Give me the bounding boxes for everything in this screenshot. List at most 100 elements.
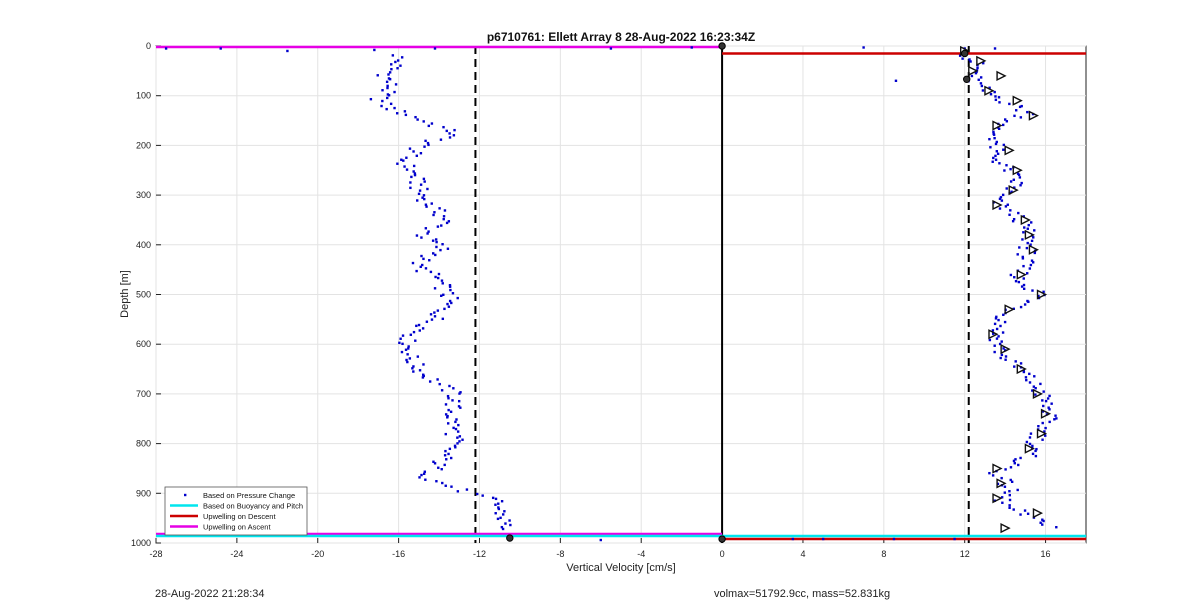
pressure-change-point	[422, 177, 426, 181]
pressure-change-point	[456, 436, 459, 439]
pressure-change-point	[1009, 466, 1013, 469]
pressure-change-point	[438, 382, 441, 386]
pressure-change-point	[997, 96, 1001, 99]
y-tick-label: 200	[136, 140, 151, 150]
pressure-change-point	[995, 327, 999, 331]
footer-timestamp: 28-Aug-2022 21:28:34	[155, 588, 265, 600]
pressure-change-point	[433, 287, 437, 290]
pressure-change-point	[433, 315, 437, 318]
pressure-change-point	[448, 299, 452, 303]
pressure-change-point	[997, 318, 1000, 322]
pressure-change-point	[1026, 272, 1029, 275]
pressure-change-point	[1022, 283, 1026, 287]
pressure-change-point	[436, 309, 440, 312]
pressure-change-point	[456, 296, 459, 300]
pressure-change-point	[442, 215, 446, 218]
x-tick-label: -20	[311, 549, 324, 559]
pressure-change-point	[446, 416, 449, 419]
pressure-change-point	[430, 122, 434, 125]
pressure-change-point	[1016, 253, 1019, 256]
pressure-change-point	[497, 507, 501, 511]
pressure-change-point	[443, 463, 446, 467]
pressure-change-point	[424, 478, 427, 481]
pressure-change-point	[1000, 199, 1004, 202]
buoyancy-pitch-marker	[992, 493, 1003, 504]
buoyancy-pitch-marker	[992, 120, 1003, 131]
pressure-change-point	[1042, 519, 1045, 523]
pressure-change-point	[423, 180, 426, 183]
pressure-change-point	[1028, 436, 1032, 439]
pressure-change-point	[422, 120, 425, 123]
pressure-change-point	[455, 418, 458, 421]
pressure-change-point	[441, 282, 444, 285]
pressure-change-point	[1019, 116, 1023, 119]
pressure-change-point	[433, 211, 436, 214]
buoyancy-pitch-marker	[1040, 408, 1052, 419]
pressure-change-point	[1044, 434, 1047, 437]
pressure-change-point	[1008, 489, 1011, 493]
pressure-change-point	[429, 313, 433, 316]
pressure-change-point	[1017, 173, 1021, 177]
buoyancy-pitch-marker	[1008, 184, 1019, 196]
pressure-change-point	[409, 181, 412, 184]
pressure-change-outlier	[690, 46, 693, 49]
pressure-change-point	[412, 170, 415, 173]
pressure-change-point	[1041, 421, 1044, 425]
pressure-change-point	[961, 57, 964, 60]
pressure-change-point	[1013, 114, 1016, 118]
turnaround-marker	[960, 49, 969, 58]
pressure-change-outlier	[609, 47, 613, 50]
pressure-change-point	[429, 270, 433, 274]
pressure-change-point	[1014, 360, 1017, 363]
pressure-change-outlier	[894, 79, 898, 82]
turnaround-marker	[506, 534, 514, 542]
pressure-change-point	[449, 288, 452, 292]
pressure-change-outlier	[862, 46, 865, 49]
pressure-change-point	[422, 472, 426, 475]
x-tick-label: -4	[637, 549, 645, 559]
pressure-change-point	[993, 344, 996, 347]
pressure-change-point	[436, 276, 440, 280]
buoyancy-pitch-marker	[1000, 344, 1011, 355]
pressure-change-point	[386, 96, 389, 100]
pressure-change-point	[1001, 193, 1005, 197]
pressure-change-point	[423, 197, 426, 201]
pressure-change-point	[1010, 190, 1013, 193]
pressure-change-point	[992, 156, 995, 160]
pressure-change-point	[1030, 221, 1033, 224]
pressure-change-point	[388, 77, 392, 81]
pressure-change-point	[458, 435, 462, 438]
pressure-change-point	[425, 320, 429, 323]
buoyancy-pitch-marker	[1016, 363, 1027, 375]
x-tick-label: 4	[800, 549, 805, 559]
legend-label: Based on Buoyancy and Pitch	[203, 502, 303, 511]
pressure-change-point	[508, 519, 511, 522]
pressure-change-outlier	[164, 47, 168, 50]
pressure-change-point	[444, 449, 447, 453]
pressure-change-point	[1008, 506, 1011, 510]
pressure-change-point	[442, 125, 445, 129]
pressure-change-point	[400, 158, 403, 161]
pressure-change-point	[423, 145, 426, 148]
pressure-change-point	[501, 527, 505, 531]
pressure-change-point	[1026, 110, 1029, 114]
pressure-change-point	[1029, 263, 1033, 267]
pressure-change-point	[1021, 257, 1025, 260]
pressure-change-point	[385, 80, 389, 84]
pressure-change-point	[1027, 223, 1030, 227]
pressure-change-point	[1054, 414, 1057, 417]
pressure-change-point	[399, 337, 402, 340]
y-tick-label: 600	[136, 339, 151, 349]
pressure-change-point	[993, 136, 996, 140]
legend-label: Upwelling on Ascent	[203, 523, 271, 532]
pressure-change-point	[419, 265, 422, 269]
pressure-change-point	[1019, 184, 1022, 187]
pressure-change-point	[395, 112, 399, 115]
pressure-change-point	[418, 476, 421, 479]
pressure-change-point	[1030, 259, 1034, 262]
pressure-change-point	[419, 183, 423, 186]
pressure-change-point	[1000, 340, 1003, 343]
pressure-change-point	[1006, 203, 1009, 206]
pressure-change-point	[396, 67, 399, 70]
pressure-change-point	[448, 384, 451, 388]
